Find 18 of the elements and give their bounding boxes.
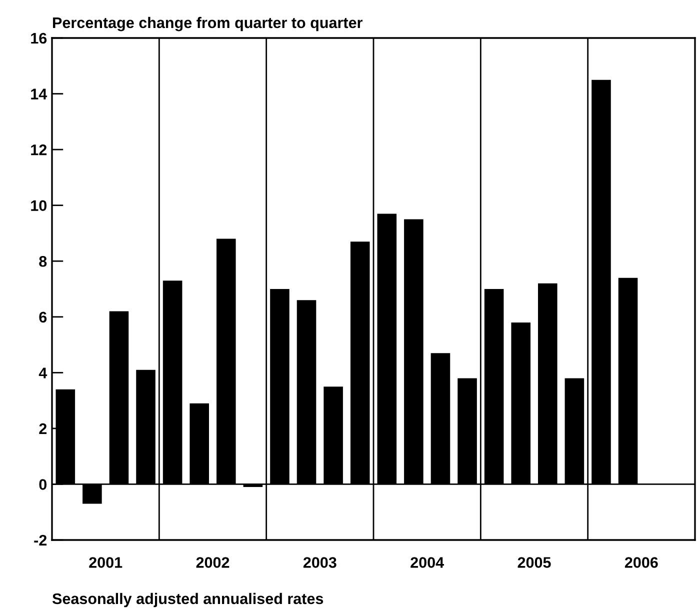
chart-title: Percentage change from quarter to quarter: [53, 16, 362, 32]
y-tick-label: 8: [39, 256, 47, 267]
x-tick-label: 2004: [410, 557, 444, 568]
y-tick-label: 4: [38, 368, 48, 378]
y-tick-label: 16: [31, 32, 47, 44]
y-tick-label: 14: [31, 88, 48, 100]
y-tick-label: -2: [34, 534, 47, 546]
y-tick-label: 10: [31, 200, 47, 212]
x-tick-label: 2003: [303, 557, 336, 568]
y-tick-label: 12: [31, 144, 47, 156]
text: Seasonally adjusted annualised rates: [52, 592, 324, 608]
y-tick-label: 0: [39, 479, 47, 490]
y-tick-label: 2: [39, 423, 47, 434]
x-tick-label: 2001: [89, 557, 122, 568]
x-tick-label: 2005: [518, 557, 551, 568]
x-tick-label: 2002: [196, 557, 230, 568]
x-tick-label: 2006: [624, 557, 658, 568]
y-tick-label: 6: [39, 312, 47, 323]
